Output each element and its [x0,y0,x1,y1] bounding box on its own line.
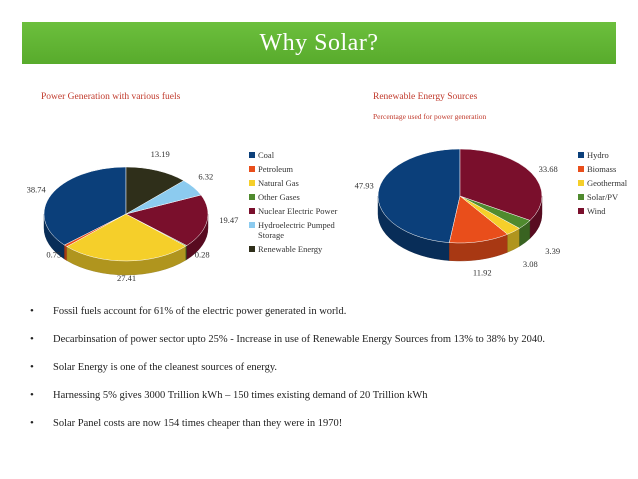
chart1-value-label: 38.74 [27,185,47,195]
chart1-value-label: 27.41 [117,273,136,283]
chart2-legend: Hydro Biomass Geothermal Solar/PV Wind [578,150,638,220]
chart1-value-label: 0.75 [46,249,61,259]
chart2-value-label: 3.08 [523,259,538,269]
chart1-slice-coal [43,166,127,246]
chart1-value-label: 6.32 [198,172,213,182]
legend-swatch [249,246,255,252]
chart2-value-label: 47.93 [355,180,374,190]
chart1-title: Power Generation with various fuels [41,92,181,102]
chart2-legend-item: Hydro [578,150,638,160]
legend-label: Natural Gas [258,178,299,188]
slide-title-banner: Why Solar? [22,22,616,64]
chart1-legend-item: Hydroelectric Pumped Storage [249,220,349,240]
chart1-value-label: 13.19 [151,149,170,159]
chart2-legend-item: Solar/PV [578,192,638,202]
legend-label: Wind [587,206,606,216]
legend-swatch [249,222,255,228]
legend-swatch [249,166,255,172]
chart1-legend: Coal Petroleum Natural Gas Other Gases Nucle… [249,150,349,258]
chart2-legend-item: Biomass [578,164,638,174]
chart1-slice-nuclear-electric-power [125,194,209,246]
bullet-item: Solar Energy is one of the cleanest sour… [30,360,610,375]
bullet-item: Harnessing 5% gives 3000 Trillion kWh – … [30,388,610,403]
legend-swatch [249,208,255,214]
legend-label: Renewable Energy [258,244,323,254]
bullet-item: Decarbinsation of power sector upto 25% … [30,332,610,347]
legend-swatch [578,166,584,172]
legend-swatch [578,208,584,214]
chart2-pie: 47.93 11.92 3.08 3.39 33.68 [355,148,560,277]
legend-label: Geothermal [587,178,628,188]
legend-label: Hydro [587,150,609,160]
chart1-legend-item: Renewable Energy [249,244,349,254]
slide-title: Why Solar? [259,30,379,56]
legend-label: Coal [258,150,275,160]
chart2-value-label: 3.39 [545,246,560,256]
legend-swatch [578,152,584,158]
bullet-item: Fossil fuels account for 61% of the elec… [30,304,610,319]
legend-label: Other Gases [258,192,300,202]
legend-swatch [249,180,255,186]
legend-label: Petroleum [258,164,293,174]
chart1-value-label: 19.47 [219,215,238,225]
chart1-legend-item: Other Gases [249,192,349,202]
chart2-legend-item: Geothermal [578,178,638,188]
legend-swatch [249,152,255,158]
legend-swatch [578,194,584,200]
chart2-value-label: 11.92 [473,267,492,277]
chart1-slice-renewable-energy [125,166,185,215]
legend-swatch [578,180,584,186]
chart2-slice-hydro [377,148,461,243]
legend-swatch [249,194,255,200]
chart1-legend-item: Nuclear Electric Power [249,206,349,216]
chart2-value-label: 33.68 [539,164,558,174]
chart1-legend-item: Coal [249,150,349,160]
chart1-value-label: 0.28 [195,249,210,259]
bullet-list: Fossil fuels account for 61% of the elec… [30,304,610,444]
legend-label: Biomass [587,164,617,174]
chart2-subtitle: Percentage used for power generation [373,112,487,121]
chart2-slice-biomass [449,195,509,244]
legend-label: Solar/PV [587,192,619,202]
chart1-legend-item: Natural Gas [249,178,349,188]
chart1-slice-natural-gas [66,213,187,262]
chart2-legend-item: Wind [578,206,638,216]
bullet-item: Solar Panel costs are now 154 times chea… [30,416,610,431]
chart1-pie: 38.74 0.75 27.41 0.28 19.47 6.32 13.19 [27,149,239,283]
chart2-slice-wind [459,148,543,221]
legend-label: Hydroelectric Pumped Storage [258,220,335,240]
chart2-title: Renewable Energy Sources [373,92,478,102]
legend-label: Nuclear Electric Power [258,206,338,216]
chart1-legend-item: Petroleum [249,164,349,174]
